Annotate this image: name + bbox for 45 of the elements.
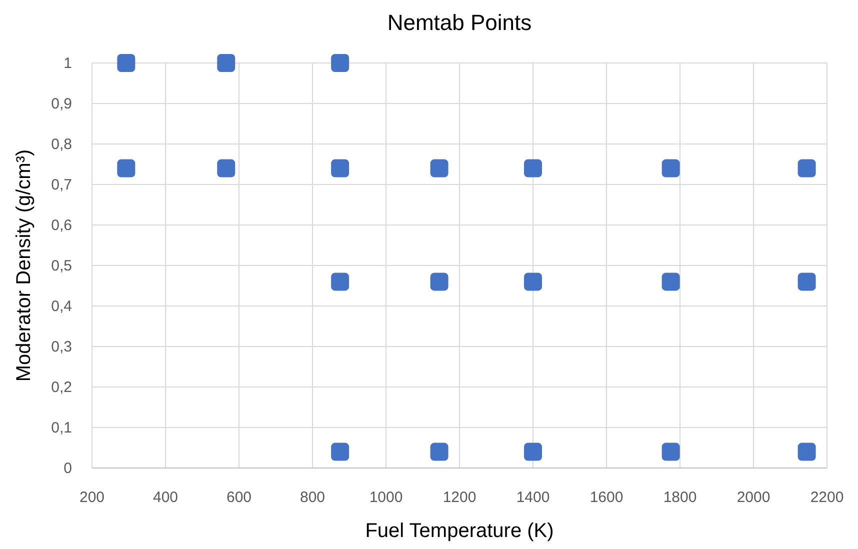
x-tick-label: 1200	[442, 489, 476, 506]
y-tick-label: 0,3	[51, 338, 72, 356]
x-tick-label: 1400	[516, 489, 550, 506]
point	[430, 442, 448, 461]
point	[217, 54, 236, 72]
x-tick-label: 1800	[663, 489, 697, 506]
x-tick-label: 1600	[590, 489, 624, 506]
y-tick-label: 0,6	[51, 217, 72, 234]
chart-title: Nemtab Points	[387, 10, 532, 35]
y-tick-label: 0,9	[51, 96, 72, 112]
y-axis-title: Moderator Density (g/cm³)	[13, 149, 35, 382]
x-tick-label: 200	[79, 489, 105, 506]
x-tick-label: 400	[152, 489, 178, 506]
point	[524, 272, 542, 291]
point	[331, 54, 350, 72]
point	[430, 272, 448, 291]
point	[798, 272, 816, 291]
point	[662, 442, 680, 461]
point	[798, 159, 816, 178]
point	[117, 54, 136, 72]
y-tick-label: 0,4	[51, 298, 72, 315]
y-tick-label: 0,7	[51, 176, 72, 194]
y-tick-label: 0	[64, 460, 72, 477]
point	[798, 442, 816, 461]
x-tick-label: 2000	[736, 489, 770, 506]
point	[430, 159, 448, 178]
x-tick-label: 600	[226, 489, 252, 506]
point	[662, 272, 680, 291]
x-tick-label: 1000	[369, 489, 403, 506]
point	[524, 159, 542, 178]
y-tick-label: 1	[64, 55, 72, 72]
x-tick-label: 2200	[810, 489, 844, 506]
x-axis-title: Fuel Temperature (K)	[365, 520, 554, 542]
y-tick-label: 0,1	[51, 420, 72, 436]
point	[331, 442, 350, 461]
point	[117, 159, 136, 178]
point	[217, 159, 236, 178]
point	[331, 272, 350, 291]
point	[662, 159, 680, 178]
point	[524, 442, 542, 461]
y-tick-label: 0,5	[51, 258, 72, 274]
point	[331, 159, 350, 178]
y-tick-label: 0,8	[51, 136, 72, 153]
x-tick-label: 800	[300, 489, 326, 506]
y-tick-label: 0,2	[51, 379, 72, 396]
